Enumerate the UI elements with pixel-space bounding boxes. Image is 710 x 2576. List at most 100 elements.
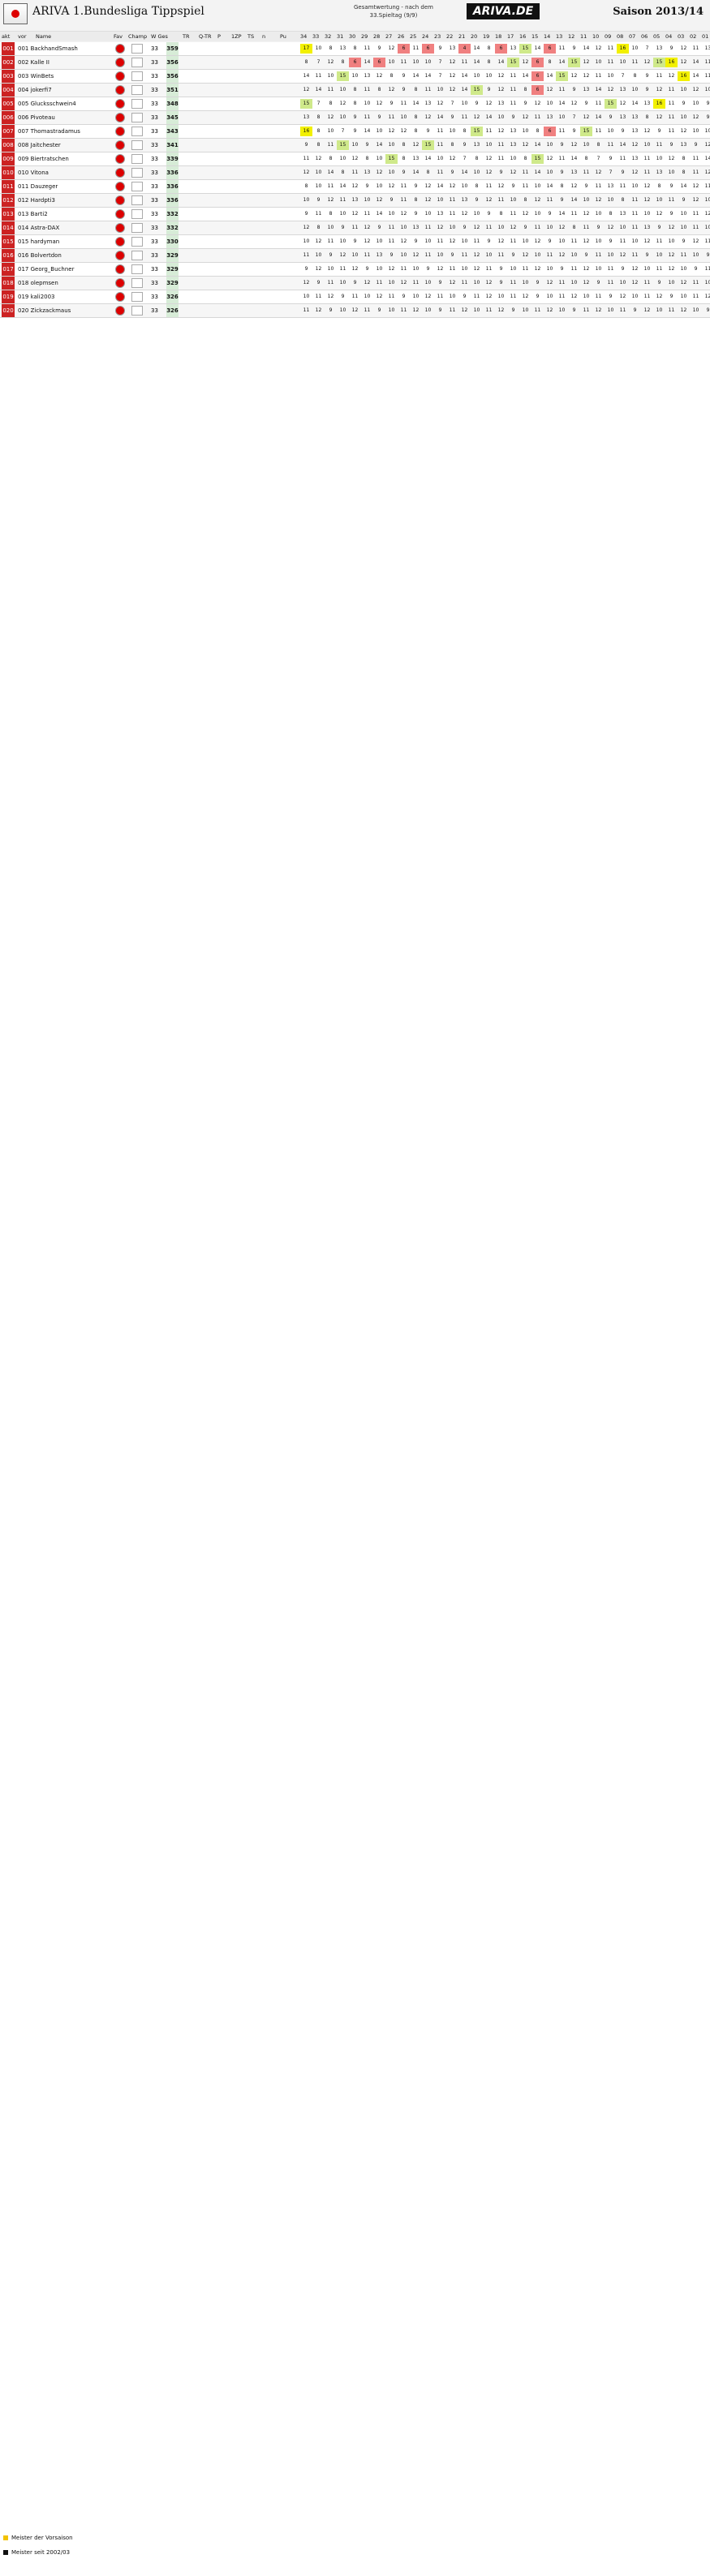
player-name[interactable]: 004 jokerfi7 xyxy=(18,87,52,93)
matchday-score: 9 xyxy=(487,238,491,244)
matchday-score: 6 xyxy=(544,44,556,54)
matchday-score: 11 xyxy=(388,294,395,299)
player-name[interactable]: 019 kali2003 xyxy=(18,294,55,300)
matchday-header: 30 xyxy=(349,33,356,40)
matchday-score: 11 xyxy=(473,238,480,244)
matchday-score: 12 xyxy=(473,266,480,272)
matchday-score: 11 xyxy=(522,170,529,175)
matchday-score: 13 xyxy=(510,128,517,134)
player-name[interactable]: 007 Thomastradamus xyxy=(18,128,80,135)
matchday-score: 10 xyxy=(619,225,626,230)
matchday-score: 12 xyxy=(497,183,505,189)
matchday-score: 9 xyxy=(669,183,673,189)
matchday-score: 8 xyxy=(365,156,369,161)
ranking-table: 001 001 BackhandSmash 33 359 17 10 8 13 8 11 9 12 6 1… xyxy=(0,42,710,2524)
matchday-score: 12 xyxy=(583,73,590,79)
matchday-score: 8 xyxy=(329,101,333,106)
matchday-header: 20 xyxy=(471,33,478,40)
matchday-score: 12 xyxy=(510,170,517,175)
matchday-score: 11 xyxy=(497,252,505,258)
matchday-score: 10 xyxy=(631,294,639,299)
matchday-score: 9 xyxy=(450,252,454,258)
matchday-score: 15 xyxy=(605,99,617,109)
player-name[interactable]: 001 BackhandSmash xyxy=(18,45,78,52)
matchday-score: 8 xyxy=(414,87,418,92)
player-name[interactable]: 018 olepmsen xyxy=(18,280,58,286)
matchday-score: 10 xyxy=(303,238,310,244)
matchday-score: 10 xyxy=(449,225,456,230)
matchday-score: 10 xyxy=(315,252,322,258)
matchday-score: 10 xyxy=(656,156,663,161)
player-name[interactable]: 011 Dauzeger xyxy=(18,183,58,190)
player-name[interactable]: 005 Glucksschwein4 xyxy=(18,101,76,107)
matchday-score: 14 xyxy=(497,59,505,65)
matchday-score: 9 xyxy=(682,101,686,106)
player-name[interactable]: 016 Bolvertdon xyxy=(18,252,62,259)
champion-crest-icon xyxy=(131,237,143,247)
matchday-score: 10 xyxy=(461,266,468,272)
matchday-score: 11 xyxy=(595,128,602,134)
matchday-score: 13 xyxy=(607,183,614,189)
table-row: 002 002 Kalle II 33 356 8 7 12 8 6 14 6 10 11 10 10 7 12… xyxy=(0,56,710,70)
matchday-score: 11 xyxy=(595,73,602,79)
matchday-score: 11 xyxy=(704,59,710,65)
matchday-score: 11 xyxy=(437,294,444,299)
player-name[interactable]: 012 Hardpti3 xyxy=(18,197,55,204)
matchday-score: 11 xyxy=(595,101,602,106)
player-name[interactable]: 013 Barti2 xyxy=(18,211,48,217)
matchday-score: 11 xyxy=(522,183,529,189)
matchday-score: 9 xyxy=(669,294,673,299)
matchday-score: 11 xyxy=(364,252,371,258)
matchday-score: 12 xyxy=(558,252,566,258)
matchday-score: 14 xyxy=(692,73,699,79)
matchday-score: 11 xyxy=(534,114,541,120)
player-name[interactable]: 020 Zickzackmaus xyxy=(18,307,71,314)
player-name[interactable]: 006 Pivoteau xyxy=(18,114,55,121)
matchday-score: 11 xyxy=(461,252,468,258)
matchday-score: 10 xyxy=(668,170,675,175)
wins-total: 33 xyxy=(151,45,158,52)
matchday-score: 10 xyxy=(437,87,444,92)
matchday-score: 10 xyxy=(351,252,359,258)
player-name[interactable]: 014 Astra-DAX xyxy=(18,225,60,231)
matchday-score: 11 xyxy=(400,197,407,203)
matchday-score: 9 xyxy=(377,307,381,313)
player-name[interactable]: 008 Jaitchester xyxy=(18,142,61,148)
matchday-score: 12 xyxy=(315,266,322,272)
matchday-score: 10 xyxy=(680,225,687,230)
player-name[interactable]: 017 Georg_Buchner xyxy=(18,266,75,273)
matchday-score: 15 xyxy=(337,140,349,150)
matchday-header: 13 xyxy=(556,33,563,40)
player-name[interactable]: 002 Kalle II xyxy=(18,59,49,66)
matchday-score: 9 xyxy=(572,45,576,51)
matchday-score: 11 xyxy=(692,225,699,230)
matchday-score: 9 xyxy=(499,280,503,286)
matchday-score: 8 xyxy=(353,101,357,106)
matchday-score: 11 xyxy=(485,307,493,313)
matchday-score: 11 xyxy=(619,238,626,244)
matchday-score: 11 xyxy=(327,142,334,148)
matchday-score: 8 xyxy=(523,156,527,161)
player-name[interactable]: 015 hardyman xyxy=(18,238,60,245)
col-qtr: Q-TR xyxy=(199,33,212,40)
matchday-score: 12 xyxy=(315,156,322,161)
matchday-score: 10 xyxy=(473,211,480,217)
matchday-score: 9 xyxy=(621,266,625,272)
matchday-score: 12 xyxy=(315,307,322,313)
matchday-score: 12 xyxy=(449,183,456,189)
position-badge: 006 xyxy=(2,111,15,124)
points-total: 359 xyxy=(166,42,179,55)
player-name[interactable]: 003 WinBets xyxy=(18,73,54,79)
player-name[interactable]: 010 Vitona xyxy=(18,170,49,176)
matchday-score: 9 xyxy=(365,266,369,272)
player-name[interactable]: 009 Biertratschen xyxy=(18,156,69,162)
matchday-score: 9 xyxy=(353,238,357,244)
matchday-score: 8 xyxy=(682,156,686,161)
matchday-score: 11 xyxy=(339,197,346,203)
matchday-score: 14 xyxy=(534,142,541,148)
matchday-score: 10 xyxy=(424,280,432,286)
matchday-score: 13 xyxy=(619,114,626,120)
matchday-score: 11 xyxy=(327,183,334,189)
matchday-score: 9 xyxy=(316,280,321,286)
matchday-score: 11 xyxy=(388,114,395,120)
